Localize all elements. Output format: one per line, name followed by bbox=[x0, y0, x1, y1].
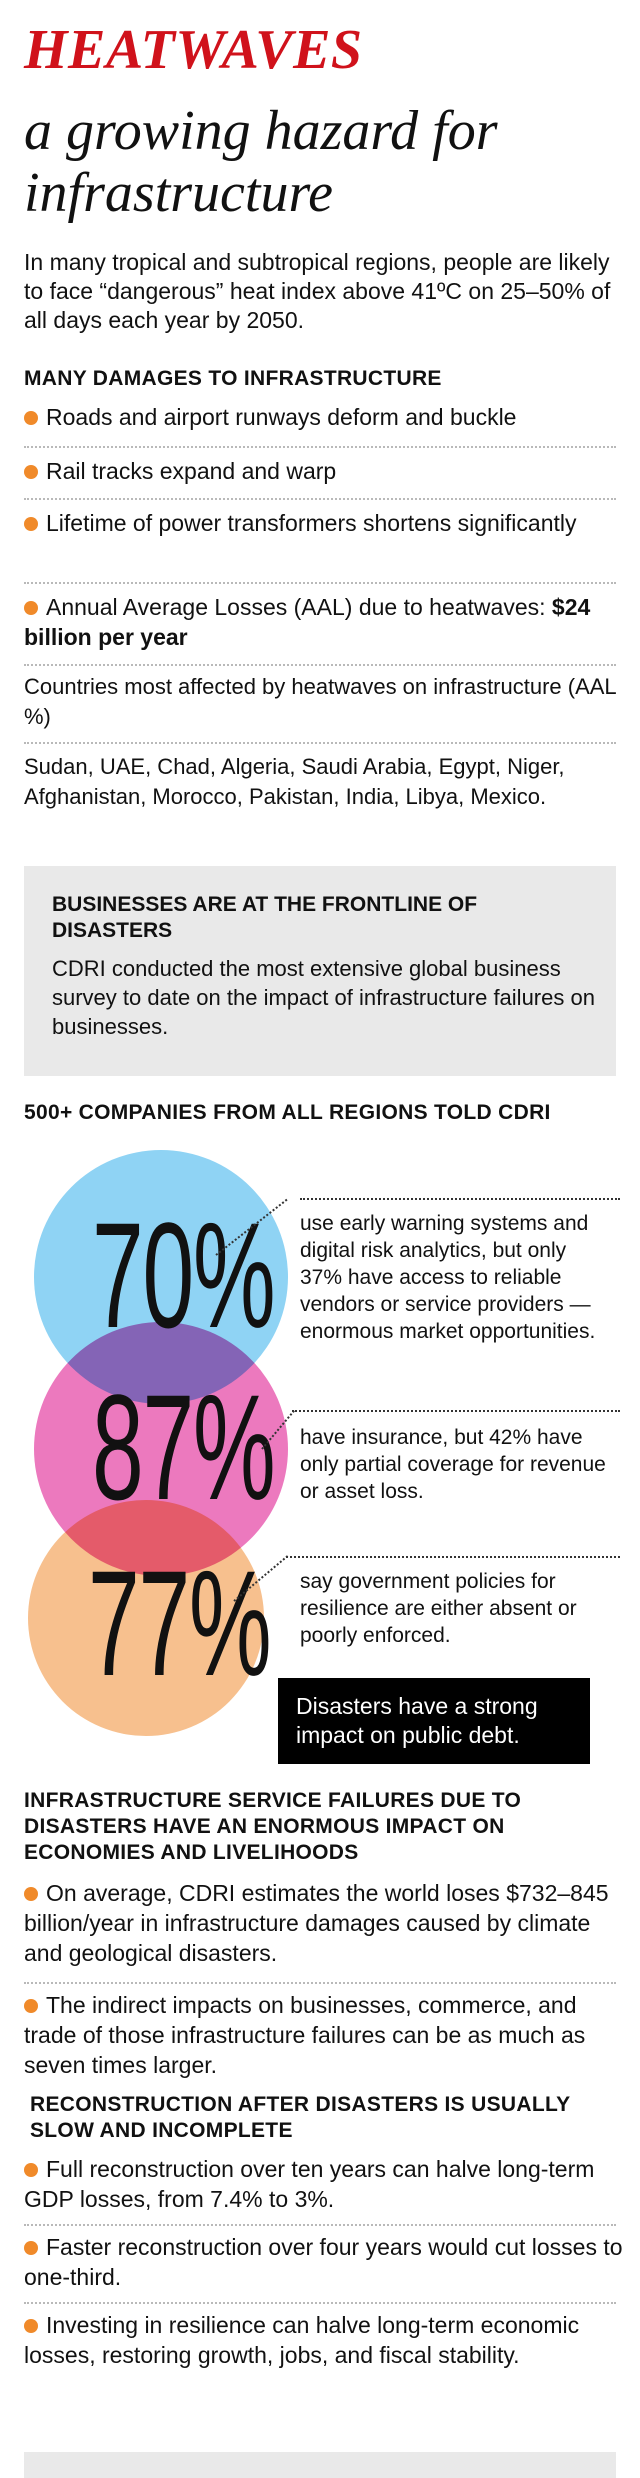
intro-text: In many tropical and subtropical regions… bbox=[24, 249, 611, 333]
divider bbox=[24, 498, 616, 500]
aal-value: $24 billion per year bbox=[24, 594, 591, 650]
bullet-dot-icon bbox=[24, 601, 38, 615]
aal-item: Annual Average Losses (AAL) due to heatw… bbox=[24, 594, 591, 650]
business-box: BUSINESSES ARE AT THE FRONTLINE OF DISAS… bbox=[24, 866, 616, 1076]
damages-heading: MANY DAMAGES TO INFRASTRUCTURE bbox=[24, 367, 442, 390]
divider bbox=[24, 2302, 616, 2304]
divider bbox=[24, 582, 616, 584]
bullet-dot-icon bbox=[24, 2241, 38, 2255]
public-debt-callout: Disasters have a strong impact on public… bbox=[278, 1678, 590, 1764]
stat-circle-77 bbox=[28, 1500, 264, 1736]
divider bbox=[24, 2224, 616, 2226]
business-text: CDRI conducted the most extensive global… bbox=[52, 956, 595, 1039]
leader-line bbox=[300, 1198, 620, 1200]
bullet-dot-icon bbox=[24, 1887, 38, 1901]
bullet-dot-icon bbox=[24, 411, 38, 425]
bullet-dot-icon bbox=[24, 1999, 38, 2013]
damage-item: Lifetime of power transformers shortens … bbox=[24, 508, 624, 538]
failures-heading: INFRASTRUCTURE SERVICE FAILURES DUE TO D… bbox=[24, 1789, 522, 1864]
divider bbox=[24, 664, 616, 666]
divider bbox=[24, 446, 616, 448]
countries-label: Countries most affected by heatwaves on … bbox=[24, 674, 616, 729]
survey-heading: 500+ COMPANIES FROM ALL REGIONS TOLD CDR… bbox=[24, 1101, 551, 1124]
damage-item: Roads and airport runways deform and buc… bbox=[24, 402, 624, 432]
reconstruction-item: Faster reconstruction over four years wo… bbox=[24, 2234, 623, 2290]
reconstruction-heading: RECONSTRUCTION AFTER DISASTERS IS USUALL… bbox=[30, 2093, 571, 2142]
divider bbox=[24, 1982, 616, 1984]
leader-line bbox=[286, 1556, 620, 1558]
damage-item: Rail tracks expand and warp bbox=[24, 456, 624, 486]
divider bbox=[24, 742, 616, 744]
stat-text-87: have insurance, but 42% have only partia… bbox=[300, 1426, 606, 1503]
stat-text-70: use early warning systems and digital ri… bbox=[300, 1212, 596, 1343]
title-heatwaves: HEATWAVES bbox=[24, 19, 363, 81]
reconstruction-item: Investing in resilience can halve long-t… bbox=[24, 2312, 580, 2368]
title-subtitle: a growing hazard for infrastructure bbox=[24, 100, 498, 224]
leader-line bbox=[292, 1410, 620, 1412]
failure-item: On average, CDRI estimates the world los… bbox=[24, 1880, 609, 1966]
reconstruction-item: Full reconstruction over ten years can h… bbox=[24, 2156, 595, 2212]
percent-87: 87% bbox=[92, 1363, 276, 1531]
failure-item: The indirect impacts on businesses, comm… bbox=[24, 1992, 586, 2078]
bullet-dot-icon bbox=[24, 2319, 38, 2333]
percent-70: 70% bbox=[92, 1191, 276, 1359]
bullet-dot-icon bbox=[24, 517, 38, 531]
stat-text-77: say government policies for resilience a… bbox=[300, 1570, 577, 1647]
footer-bar bbox=[24, 2452, 616, 2478]
bullet-dot-icon bbox=[24, 2163, 38, 2177]
percent-77: 77% bbox=[88, 1539, 272, 1707]
countries-list: Sudan, UAE, Chad, Algeria, Saudi Arabia,… bbox=[24, 754, 565, 809]
business-heading: BUSINESSES ARE AT THE FRONTLINE OF DISAS… bbox=[52, 893, 478, 942]
bullet-dot-icon bbox=[24, 465, 38, 479]
